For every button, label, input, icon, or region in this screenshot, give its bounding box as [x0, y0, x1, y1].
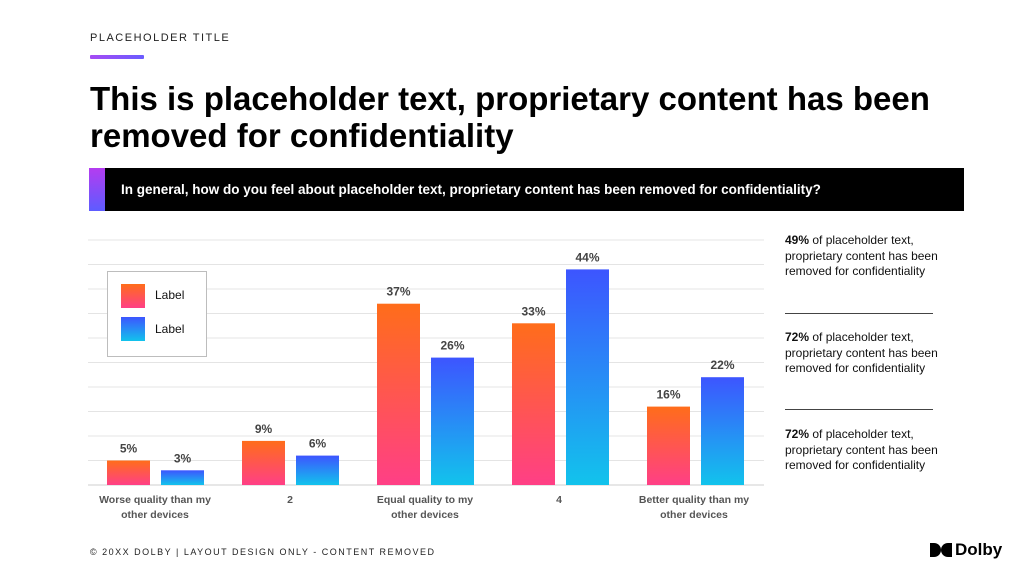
chart-legend: Label Label — [107, 271, 207, 357]
dolby-double-d-icon — [930, 543, 952, 557]
bar-chart: 5% 3% 9% 6% 37% 26% 33% 44% 16% 22% — [88, 239, 764, 486]
side-note-3: 72% of placeholder text, proprietary con… — [785, 427, 945, 474]
chart-value-labels: 5% 3% 9% 6% 37% 26% 33% 44% 16% 22% — [120, 250, 735, 465]
legend-label-series-1: Label — [155, 288, 185, 302]
question-text: In general, how do you feel about placeh… — [121, 182, 821, 197]
bar-series-1 — [242, 440, 285, 485]
bar-value-label: 37% — [386, 285, 410, 299]
bar-value-label: 26% — [440, 339, 464, 353]
dolby-logo: Dolby — [930, 539, 1002, 561]
bar-value-label: 22% — [710, 358, 734, 372]
side-note-stat: 72% — [785, 330, 810, 344]
bar-series-2 — [701, 377, 744, 485]
side-note-stat: 72% — [785, 427, 810, 441]
legend-swatch-series-1 — [121, 284, 145, 308]
question-banner: In general, how do you feel about placeh… — [89, 168, 964, 211]
bar-series-1 — [377, 303, 420, 485]
bar-series-1 — [107, 460, 150, 485]
side-note-1: 49% of placeholder text, proprietary con… — [785, 233, 945, 280]
kicker-underline — [90, 55, 144, 59]
footer-text: © 20XX DOLBY | LAYOUT DESIGN ONLY - CONT… — [90, 547, 436, 557]
chart-bars — [107, 269, 744, 485]
bar-series-2 — [296, 455, 339, 485]
bar-value-label: 3% — [174, 451, 192, 465]
x-tick-label: Worse quality than my other devices — [99, 494, 211, 521]
bar-series-1 — [512, 323, 555, 485]
bar-series-2 — [161, 470, 204, 485]
question-accent-bar — [89, 168, 105, 211]
page-kicker: PLACEHOLDER TITLE — [90, 32, 231, 44]
bar-value-label: 9% — [255, 422, 273, 436]
bar-value-label: 33% — [521, 304, 545, 318]
legend-swatch-series-2 — [121, 317, 145, 341]
side-note-text: of placeholder text, proprietary content… — [785, 427, 938, 472]
side-note-text: of placeholder text, proprietary content… — [785, 233, 938, 278]
side-note-2: 72% of placeholder text, proprietary con… — [785, 330, 945, 377]
x-tick-label: Better quality than my other devices — [638, 494, 750, 521]
bar-value-label: 16% — [656, 388, 680, 402]
bar-value-label: 6% — [309, 437, 327, 451]
page-title: This is placeholder text, proprietary co… — [90, 80, 930, 154]
bar-series-2 — [431, 357, 474, 485]
side-divider — [785, 409, 933, 410]
bar-value-label: 5% — [120, 442, 138, 456]
side-note-text: of placeholder text, proprietary content… — [785, 330, 938, 375]
logo-wordmark: Dolby — [955, 540, 1003, 559]
x-tick-label: 2 — [287, 494, 293, 506]
side-divider — [785, 313, 933, 314]
bar-value-label: 44% — [575, 250, 599, 264]
bar-series-1 — [647, 406, 690, 485]
x-tick-label: 4 — [556, 494, 562, 506]
bar-series-2 — [566, 269, 609, 485]
x-tick-label: Equal quality to my other devices — [376, 494, 474, 521]
legend-label-series-2: Label — [155, 322, 185, 336]
side-note-stat: 49% — [785, 233, 810, 247]
